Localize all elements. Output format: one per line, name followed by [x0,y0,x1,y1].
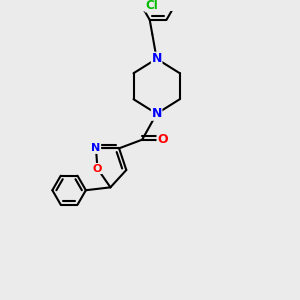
Text: N: N [92,143,100,153]
Text: N: N [152,52,162,65]
Text: O: O [93,164,102,174]
Text: N: N [152,107,162,120]
Text: Cl: Cl [145,0,158,12]
Text: O: O [157,133,168,146]
